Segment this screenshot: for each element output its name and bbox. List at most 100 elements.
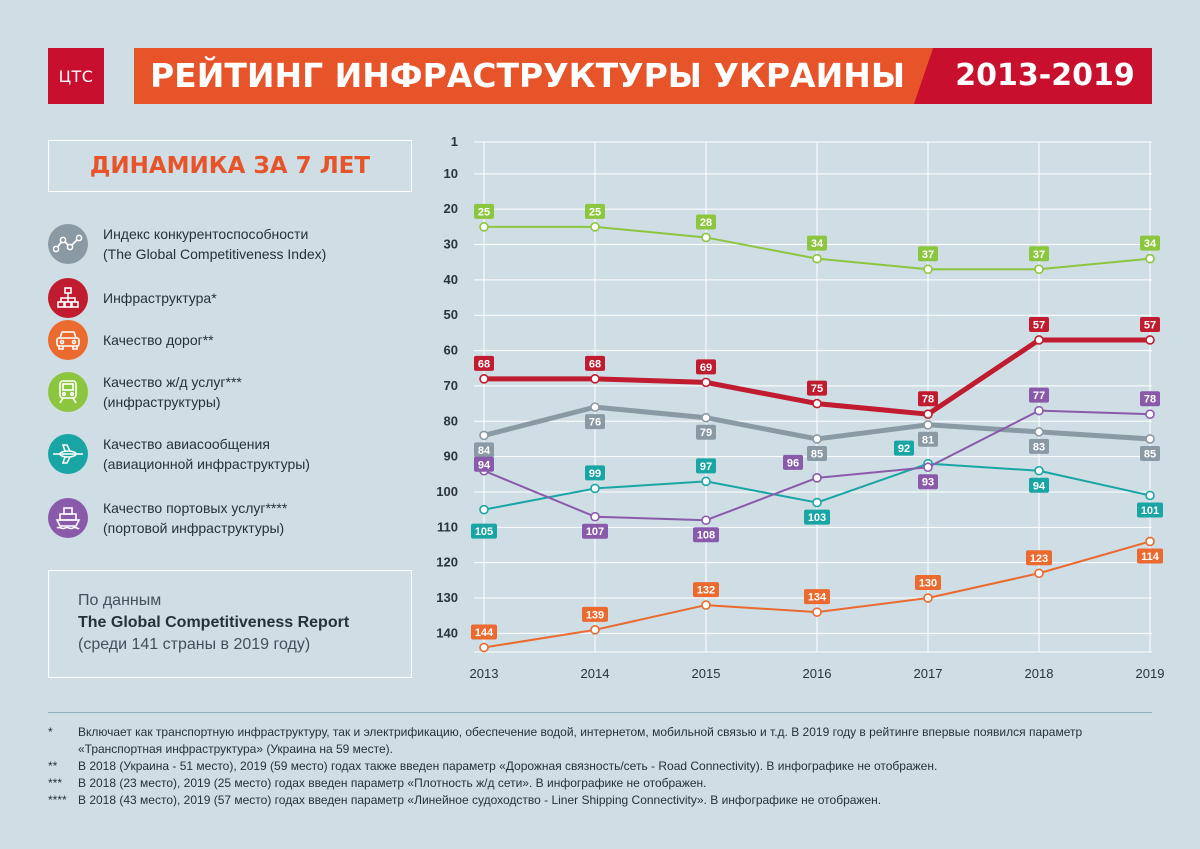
- data-label-ports: 108: [697, 530, 715, 542]
- data-label-box-ports: [582, 523, 608, 539]
- data-label-box-gci: [696, 424, 716, 440]
- data-label-infrastructure: 57: [1033, 319, 1045, 331]
- y-tick-label: 10: [444, 166, 458, 181]
- data-label-gci: 81: [922, 434, 934, 446]
- data-label-box-air: [1137, 502, 1163, 518]
- data-label-ports: 93: [922, 477, 934, 489]
- page-title: РЕЙТИНГ ИНФРАСТРУКТУРЫ УКРАИНЫ: [150, 56, 906, 95]
- data-label-roads: 144: [475, 627, 494, 639]
- data-point-gci: [1145, 434, 1155, 444]
- data-point-gci: [590, 402, 600, 412]
- data-point-rail: [923, 264, 933, 275]
- y-tick-label: 30: [444, 237, 458, 252]
- data-label-air: 94: [1033, 480, 1046, 492]
- footnote: **** В 2018 (43 место), 2019 (57 место) г…: [48, 792, 1158, 809]
- data-label-ports: 96: [787, 457, 799, 469]
- y-tick-label: 90: [444, 449, 458, 464]
- data-point-rail: [812, 253, 822, 264]
- car-icon: [48, 320, 88, 360]
- data-label-gci: 85: [811, 448, 823, 460]
- data-label-infrastructure: 68: [589, 358, 601, 370]
- footnote-text: В 2018 (23 место), 2019 (25 место) годах…: [78, 776, 707, 790]
- data-label-rail: 34: [1144, 238, 1157, 250]
- legend-label: Инфраструктура*: [103, 290, 217, 306]
- data-point-rail: [1145, 253, 1155, 264]
- data-label-box-gci: [585, 414, 605, 430]
- data-label-box-infrastructure: [918, 391, 938, 407]
- data-label-gci: 79: [700, 427, 712, 439]
- data-point-rail: [701, 232, 711, 243]
- legend-label: Качество авиасообщения: [103, 436, 270, 452]
- footnote-mark: ***: [48, 776, 63, 790]
- footnote-text: В 2018 (Украина - 51 место), 2019 (59 ме…: [78, 759, 938, 773]
- data-point-gci: [923, 419, 933, 430]
- data-label-roads: 130: [919, 578, 937, 590]
- data-point-gci: [479, 430, 489, 441]
- data-label-box-ports: [918, 474, 938, 490]
- network-nodes-icon: [48, 224, 88, 264]
- data-label-air: 101: [1141, 505, 1159, 517]
- data-label-air: 99: [589, 468, 601, 480]
- y-tick-label: 40: [444, 272, 458, 287]
- legend-label: Качество дорог**: [103, 332, 214, 348]
- data-label-infrastructure: 75: [811, 383, 823, 395]
- data-point-ports: [590, 511, 600, 522]
- data-point-air: [812, 497, 822, 508]
- source-line-3: (среди 141 страны в 2019 году): [78, 636, 311, 653]
- data-point-air: [1034, 465, 1044, 476]
- data-label-ports: 77: [1033, 390, 1045, 402]
- y-tick-label: 50: [444, 307, 458, 322]
- data-point-air: [479, 504, 489, 515]
- data-label-box-infrastructure: [696, 359, 716, 375]
- data-point-infrastructure: [479, 374, 489, 384]
- y-tick-label: 140: [436, 625, 458, 640]
- footnote: * Включает как транспортную инфраструктур…: [48, 724, 1158, 758]
- title-banner: [134, 48, 952, 104]
- data-point-rail: [479, 222, 489, 232]
- x-tick-label: 2017: [914, 666, 943, 681]
- data-label-box-ports: [1029, 387, 1049, 403]
- footnote-text: В 2018 (43 место), 2019 (57 место) годах…: [78, 793, 882, 807]
- data-label-box-rail: [1140, 235, 1160, 251]
- data-point-roads: [1145, 536, 1155, 547]
- legend-item-gci: Индекс конкурентоспособности (The Global …: [48, 222, 326, 266]
- data-label-rail: 34: [811, 238, 824, 250]
- data-label-box-air: [585, 465, 605, 481]
- footnote-mark: **: [48, 759, 58, 773]
- legend-item-rail: Качество ж/д услуг*** (инфраструктуры): [48, 370, 242, 414]
- legend-label: Индекс конкурентоспособности: [103, 226, 309, 242]
- data-label-infrastructure: 78: [922, 394, 934, 406]
- source-note: По данным The Global Competitiveness Rep…: [78, 590, 349, 656]
- data-label-air: 103: [808, 512, 826, 524]
- data-point-roads: [923, 593, 933, 603]
- data-label-rail: 37: [1033, 249, 1045, 261]
- data-label-box-roads: [693, 582, 719, 598]
- data-label-box-infrastructure: [1140, 316, 1160, 332]
- data-label-rail: 25: [478, 206, 490, 218]
- legend-sublabel: (авиационной инфраструктуры): [103, 456, 310, 472]
- y-tick-label: 100: [436, 484, 458, 499]
- data-label-roads: 139: [586, 609, 604, 621]
- x-tick-label: 2014: [581, 666, 610, 681]
- data-label-ports: 94: [478, 459, 491, 471]
- y-tick-label: 1: [451, 134, 458, 149]
- x-tick-label: 2016: [803, 666, 832, 681]
- footnote-mark: *: [48, 725, 53, 739]
- data-label-box-rail: [696, 214, 716, 230]
- data-point-gci: [812, 434, 822, 444]
- source-line-1: По данным: [78, 592, 162, 609]
- data-label-box-ports: [474, 456, 494, 472]
- data-label-gci: 85: [1144, 448, 1156, 460]
- data-label-roads: 123: [1030, 553, 1048, 565]
- data-label-gci: 83: [1033, 441, 1045, 453]
- data-label-gci: 76: [589, 417, 601, 429]
- subtitle-frame: [48, 140, 412, 192]
- data-label-box-rail: [585, 203, 605, 219]
- data-point-roads: [590, 625, 600, 635]
- data-label-gci: 84: [478, 445, 491, 457]
- legend-label: Качество портовых услуг****: [103, 500, 288, 516]
- data-label-infrastructure: 68: [478, 358, 490, 370]
- source-line-2: The Global Competitiveness Report: [78, 614, 350, 631]
- data-label-box-ports: [693, 527, 719, 543]
